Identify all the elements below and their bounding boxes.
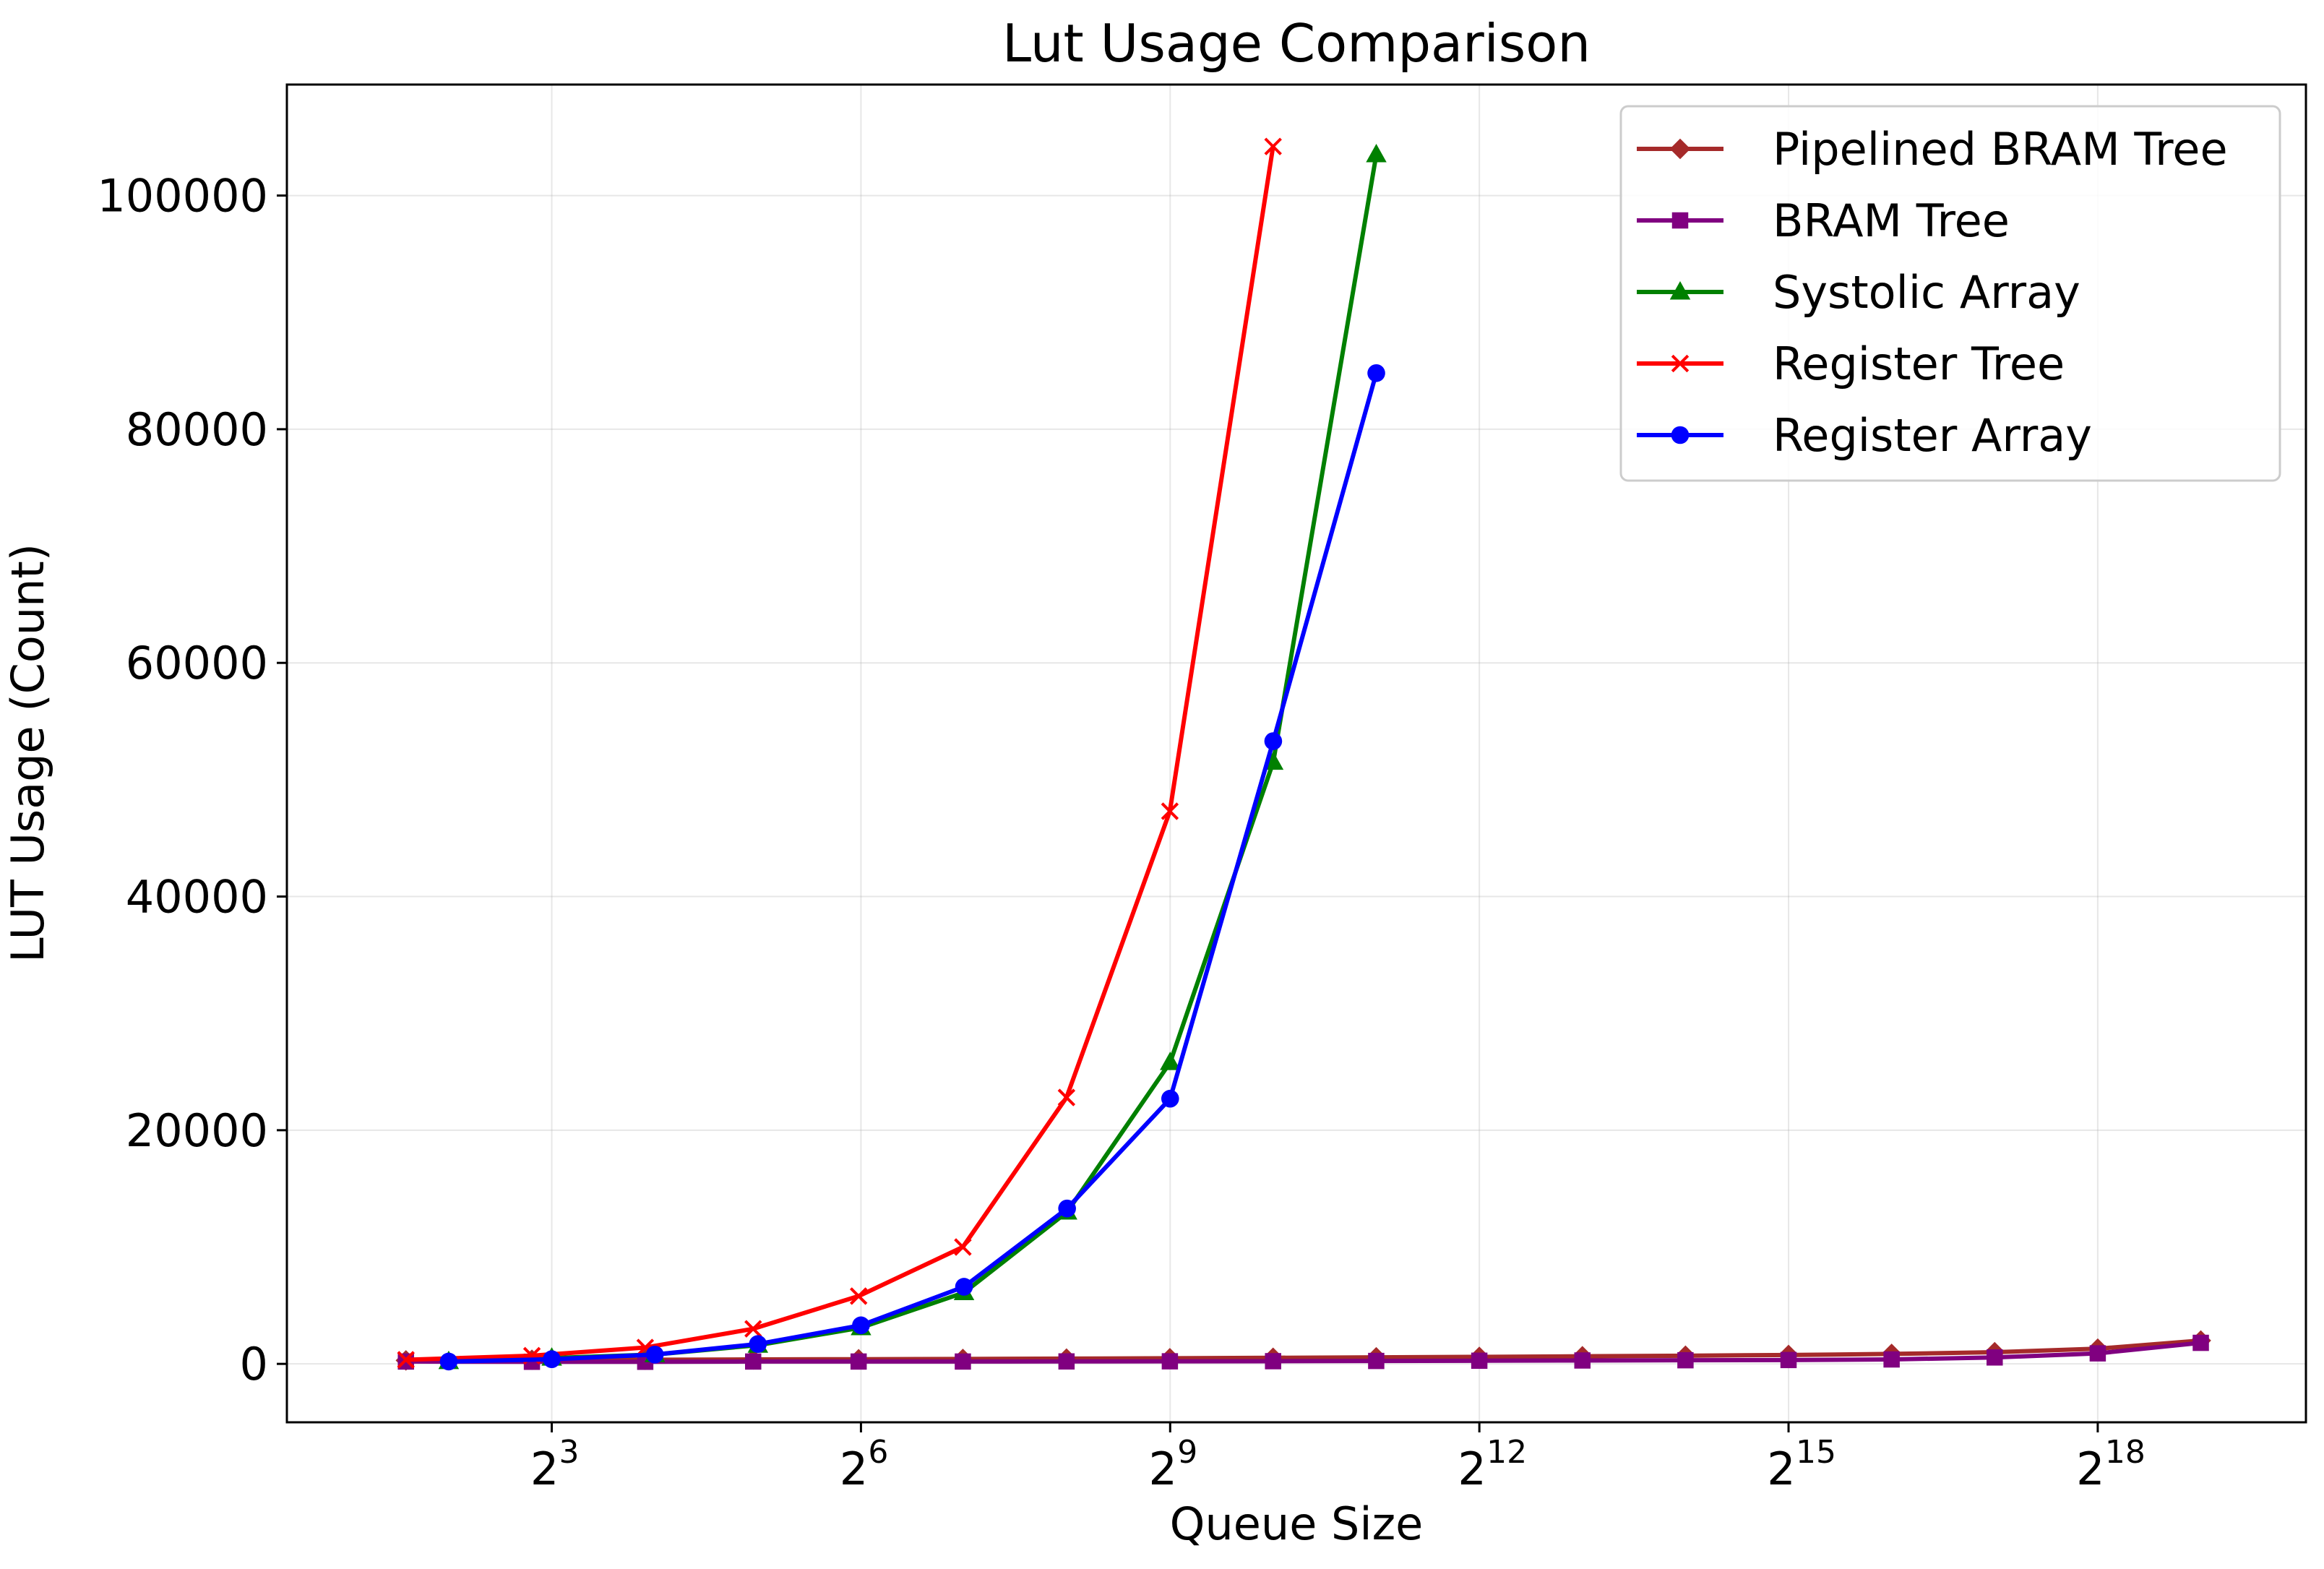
x-tick-exponent: 15 bbox=[1796, 1434, 1836, 1471]
data-point-bram-tree bbox=[1161, 1353, 1179, 1370]
data-point-register-tree bbox=[1057, 1088, 1076, 1106]
data-point-register-array bbox=[955, 1278, 973, 1296]
data-point-bram-tree bbox=[850, 1353, 867, 1370]
series-line-register-array bbox=[448, 372, 1379, 1364]
x-axis-label: Queue Size bbox=[1170, 1497, 1424, 1550]
legend-marker-register-array bbox=[1671, 426, 1690, 444]
x-tick-exponent: 6 bbox=[868, 1434, 888, 1471]
data-point-systolic-array bbox=[1160, 1052, 1181, 1070]
data-point-bram-tree bbox=[2089, 1345, 2106, 1362]
data-point-register-array bbox=[439, 1352, 458, 1371]
x-tick-exponent: 9 bbox=[1177, 1434, 1197, 1471]
data-point-register-array bbox=[543, 1350, 561, 1369]
legend-label-pipelined-bram-tree: Pipelined BRAM Tree bbox=[1773, 123, 2228, 176]
legend-label-bram-tree: BRAM Tree bbox=[1773, 194, 2010, 247]
data-point-bram-tree bbox=[1883, 1351, 1900, 1368]
data-point-register-array bbox=[1367, 364, 1385, 382]
legend-marker-systolic-array bbox=[1669, 281, 1691, 300]
plot-frame bbox=[285, 83, 2307, 1424]
data-point-register-tree bbox=[954, 1238, 972, 1256]
data-point-bram-tree bbox=[1471, 1352, 1488, 1370]
data-point-register-tree bbox=[397, 1351, 415, 1369]
legend-box bbox=[1619, 105, 2281, 482]
y-tick-label: 40000 bbox=[126, 871, 268, 924]
y-tick-label: 100000 bbox=[97, 170, 268, 223]
data-point-bram-tree bbox=[1058, 1353, 1075, 1370]
legend-marker-pipelined-bram-tree bbox=[1669, 138, 1691, 160]
data-point-bram-tree bbox=[955, 1353, 971, 1370]
data-point-bram-tree bbox=[1265, 1353, 1281, 1370]
data-point-register-array bbox=[852, 1316, 870, 1335]
data-point-register-array bbox=[1161, 1089, 1179, 1108]
x-tick-label: 2 bbox=[2076, 1443, 2104, 1495]
y-tick-label: 20000 bbox=[126, 1104, 268, 1157]
legend-marker-bram-tree bbox=[1671, 212, 1689, 229]
data-point-bram-tree bbox=[1574, 1352, 1591, 1369]
x-tick-exponent: 3 bbox=[559, 1434, 580, 1471]
data-point-register-tree bbox=[744, 1320, 762, 1338]
data-point-register-array bbox=[1058, 1199, 1076, 1218]
data-point-register-tree bbox=[849, 1287, 868, 1305]
data-point-register-tree bbox=[1264, 137, 1282, 155]
legend-marker-register-tree bbox=[1671, 354, 1690, 373]
y-axis-label: LUT Usage (Count) bbox=[1, 543, 54, 963]
legend-label-register-tree: Register Tree bbox=[1773, 338, 2065, 390]
data-point-bram-tree bbox=[2192, 1334, 2209, 1351]
legend-label-systolic-array: Systolic Array bbox=[1773, 266, 2080, 319]
x-tick-label: 2 bbox=[1767, 1443, 1795, 1495]
data-point-register-array bbox=[645, 1345, 664, 1364]
y-tick-label: 0 bbox=[240, 1338, 268, 1390]
chart-title: Lut Usage Comparison bbox=[1002, 13, 1591, 74]
x-tick-label: 2 bbox=[840, 1443, 868, 1495]
ticks: 2 3 2 6 2 9 2 12 2 15 2 180200004000060000800001000… bbox=[97, 170, 2146, 1495]
data-point-register-array bbox=[1264, 732, 1283, 750]
x-tick-label: 2 bbox=[1458, 1443, 1486, 1495]
y-tick-label: 80000 bbox=[126, 403, 268, 456]
legend: Pipelined BRAM Tree BRAM Tree Systolic Arr… bbox=[1619, 105, 2281, 482]
x-tick-label: 2 bbox=[1149, 1443, 1177, 1495]
data-point-bram-tree bbox=[1987, 1349, 2003, 1366]
x-tick-exponent: 18 bbox=[2105, 1434, 2146, 1471]
legend-label-register-array: Register Array bbox=[1773, 409, 2092, 462]
data-point-systolic-array bbox=[1366, 143, 1387, 163]
series-line-bram-tree bbox=[405, 1341, 2201, 1364]
data-point-register-array bbox=[749, 1335, 767, 1353]
data-point-bram-tree bbox=[1677, 1351, 1694, 1369]
series-layer bbox=[395, 137, 2211, 1371]
y-tick-label: 60000 bbox=[126, 637, 268, 689]
x-tick-exponent: 12 bbox=[1486, 1434, 1527, 1471]
x-tick-label: 2 bbox=[530, 1443, 559, 1495]
data-point-register-tree bbox=[1161, 802, 1179, 820]
data-point-bram-tree bbox=[1780, 1351, 1797, 1369]
data-point-bram-tree bbox=[745, 1353, 762, 1370]
data-point-bram-tree bbox=[1368, 1352, 1385, 1370]
series-register-array bbox=[439, 364, 1385, 1371]
